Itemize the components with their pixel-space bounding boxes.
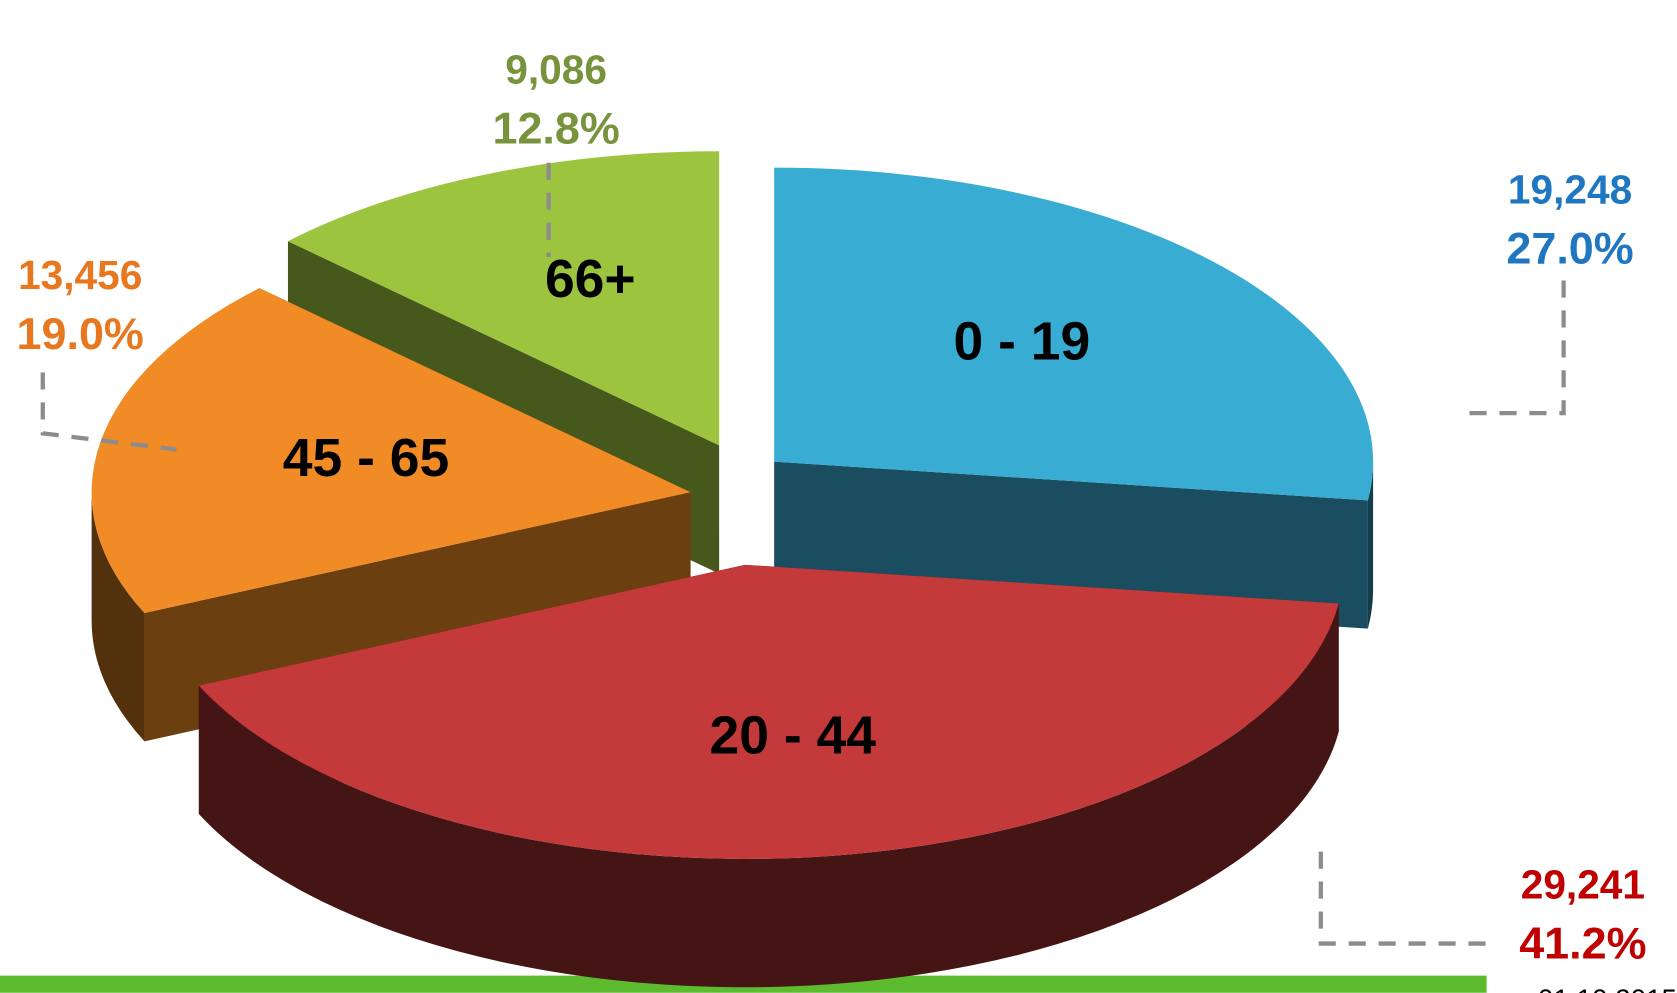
- percent-label: 27.0%: [1506, 222, 1633, 273]
- slice-side: [198, 603, 1339, 988]
- percent-label: 19.0%: [17, 308, 144, 359]
- value-label: 9,086: [505, 47, 607, 93]
- slice: 0 - 19: [774, 167, 1374, 629]
- category-label: 66+: [545, 250, 636, 309]
- slice-top: [91, 288, 691, 614]
- category-label: 45 - 65: [283, 429, 449, 488]
- category-label: 20 - 44: [710, 707, 877, 766]
- leader-lines: [40, 162, 1566, 946]
- date: 01.10.2015: [1538, 984, 1677, 993]
- value-label: 19,248: [1508, 166, 1632, 212]
- slice-top: [198, 564, 1339, 859]
- percent-label: 12.8%: [492, 103, 619, 154]
- category-label: 0 - 19: [954, 313, 1091, 372]
- slice-side: [1367, 461, 1374, 629]
- value-label: 29,241: [1521, 862, 1645, 908]
- slice-side: [91, 492, 145, 742]
- percent-label: 41.2%: [1519, 918, 1646, 969]
- value-label: 13,456: [18, 252, 142, 298]
- slice-top: [287, 151, 720, 446]
- slice: 20 - 44: [198, 564, 1339, 988]
- slice-top: [774, 167, 1374, 501]
